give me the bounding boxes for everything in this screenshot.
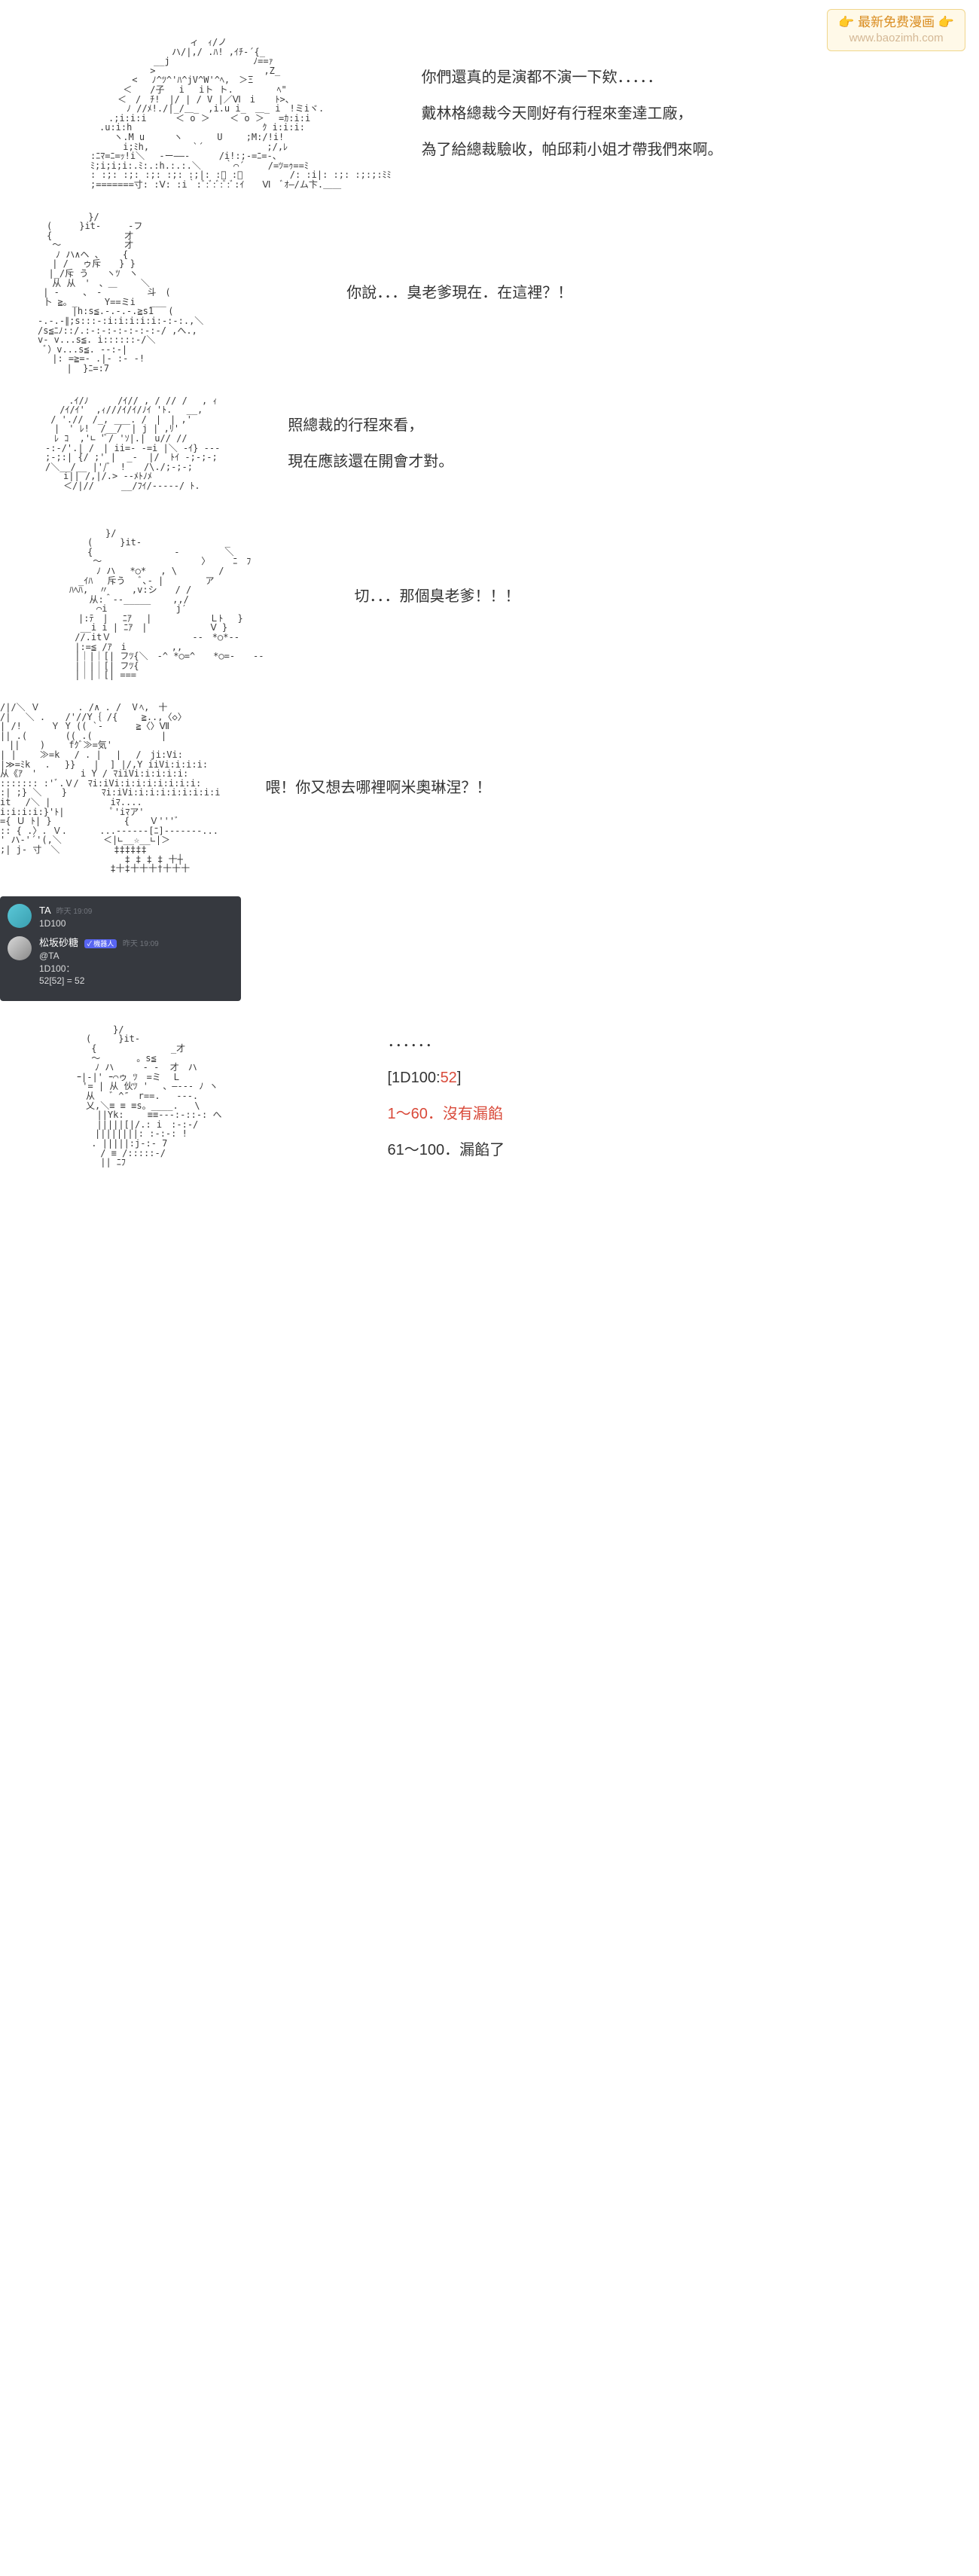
panel-4: }/ ( }it- _ { - ＼ ～ 〉 ﾆ ﾌ ﾉ ハ *○* , \ / …: [0, 514, 979, 681]
dice-range-success: 1～60．沒有漏餡: [388, 1096, 505, 1132]
ascii-character-3: .ｲ/ﾉ /ｲ// , / // / , ｨ /ｲ/ｲ' ,ｨ///ｲ/ｲ/ﾉｲ…: [45, 396, 220, 491]
chat-content: 1D100: [39, 917, 92, 930]
comic-content: ィ ｨ/ノ ハ/|,/ .ﾊ! ,ｲﾁ-´{_ __j ﾉ==ｧ > ,Z_ <…: [0, 0, 979, 1168]
avatar-icon: [8, 904, 32, 928]
watermark-line1: 👉 最新免费漫画 👉: [838, 14, 954, 31]
chat-username: TA 昨天 19:09: [39, 904, 92, 917]
dialogue-4: 切．．．那個臭老爹！！！: [355, 578, 520, 615]
dialogue-line: 喂！你又想去哪裡啊米奧琳涅？！: [265, 770, 491, 806]
dialogue-line: 戴林格總裁今天剛好有行程來奎達工廠，: [422, 96, 723, 132]
panel-7: }/ ( }it- { _才 ～ 。s≦ ﾉ ハ - - 才 ハ ｰ|-|' ｰ…: [0, 1024, 979, 1168]
dice-roll-result: [1D100:52]: [388, 1060, 505, 1096]
discord-chat-widget: TA 昨天 19:09 1D100 松坂砂糖 ✓ 機器人 昨天 19:09 @T…: [0, 896, 241, 1002]
dialogue-1: 你們還真的是演都不演一下欸．．．．． 戴林格總裁今天剛好有行程來奎達工廠， 為了…: [422, 60, 723, 168]
chat-message-2: 松坂砂糖 ✓ 機器人 昨天 19:09 @TA 1D100： 52[52] = …: [8, 936, 233, 988]
panel-1: ィ ｨ/ノ ハ/|,/ .ﾊ! ,ｲﾁ-´{_ __j ﾉ==ｧ > ,Z_ <…: [0, 38, 979, 190]
chat-timestamp: 昨天 19:09: [56, 908, 93, 916]
panel-2: }/ ( }it- -フ { 才 ～ 才 ﾉ ハ∧ヘ 、 { | / ゥ斥 } …: [0, 212, 979, 374]
chat-body: TA 昨天 19:09 1D100: [39, 904, 92, 930]
dialogue-line: 切．．．那個臭老爹！！！: [355, 578, 520, 615]
dice-value: 52: [441, 1070, 457, 1086]
watermark-badge: 👉 最新免费漫画 👉 www.baozimh.com: [827, 9, 965, 51]
ascii-character-2: }/ ( }it- -フ { 才 ～ 才 ﾉ ハ∧ヘ 、 { | / ゥ斥 } …: [38, 212, 203, 374]
ascii-character-5: /|/＼ Ｖ . /∧ . / Ⅴﾍ, 十 /| ＼ . /'//Y｛ /{ ≧…: [0, 703, 220, 874]
chat-content: 52[52] = 52: [39, 975, 159, 987]
chat-message-1: TA 昨天 19:09 1D100: [8, 904, 233, 930]
chat-content: 1D100：: [39, 963, 159, 975]
dialogue-line: 你們還真的是演都不演一下欸．．．．．: [422, 60, 723, 96]
chat-timestamp: 昨天 19:09: [123, 940, 159, 948]
dialogue-2: 你說．．．臭老爹現在．在這裡？！: [346, 275, 572, 311]
dialogue-line: 照總裁的行程來看，: [288, 407, 453, 444]
panel-5: /|/＼ Ｖ . /∧ . / Ⅴﾍ, 十 /| ＼ . /'//Y｛ /{ ≧…: [0, 703, 979, 874]
dialogue-3: 照總裁的行程來看， 現在應該還在開會才對。: [288, 407, 453, 480]
chat-reply-mention: @TA: [39, 950, 159, 963]
watermark-url: www.baozimh.com: [838, 31, 954, 46]
ascii-character-1: ィ ｨ/ノ ハ/|,/ .ﾊ! ,ｲﾁ-´{_ __j ﾉ==ｧ > ,Z_ <…: [90, 38, 392, 190]
panel-3: .ｲ/ﾉ /ｲ// , / // / , ｨ /ｲ/ｲ' ,ｨ///ｲ/ｲ/ﾉｲ…: [0, 396, 979, 491]
avatar-icon: [8, 936, 32, 960]
bot-badge: ✓ 機器人: [84, 939, 117, 948]
ascii-character-7: }/ ( }it- { _才 ～ 。s≦ ﾉ ハ - - 才 ハ ｰ|-|' ｰ…: [68, 1025, 222, 1167]
dialogue-5: 喂！你又想去哪裡啊米奧琳涅？！: [265, 770, 491, 806]
dialogue-line: 現在應該還在開會才對。: [288, 444, 453, 480]
dialogue-line: 你說．．．臭老爹現在．在這裡？！: [346, 275, 572, 311]
chat-username: 松坂砂糖 ✓ 機器人 昨天 19:09: [39, 936, 159, 950]
ascii-character-4: }/ ( }it- _ { - ＼ ～ 〉 ﾆ ﾌ ﾉ ハ *○* , \ / …: [60, 529, 264, 681]
dialogue-7: ．．．．．． [1D100:52] 1～60．沒有漏餡 61～100．漏餡了: [388, 1024, 505, 1168]
dice-range-fail: 61～100．漏餡了: [388, 1132, 505, 1168]
chat-body: 松坂砂糖 ✓ 機器人 昨天 19:09 @TA 1D100： 52[52] = …: [39, 936, 159, 988]
dialogue-line: 為了給總裁驗收，帕邱莉小姐才帶我們來啊。: [422, 132, 723, 168]
dots-line: ．．．．．．: [388, 1024, 505, 1060]
